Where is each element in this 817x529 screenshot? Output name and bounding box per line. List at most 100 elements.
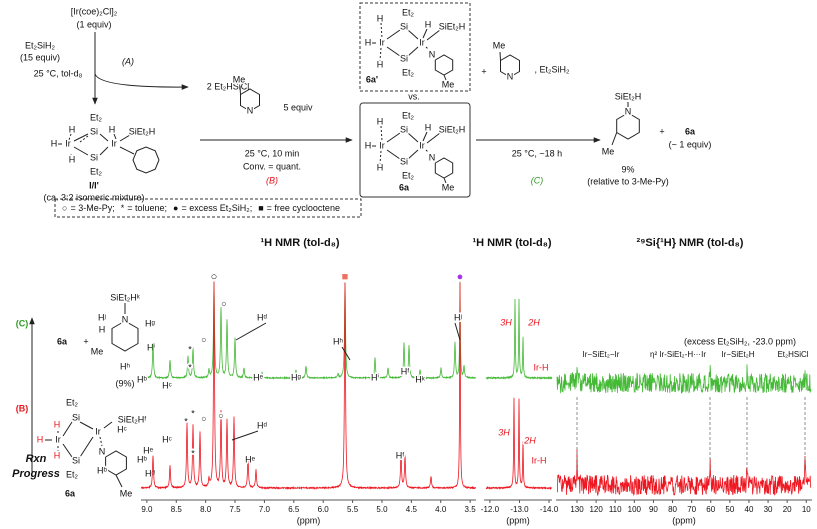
atom-label: Hⁱ <box>147 342 155 352</box>
x-tick-label: 100 <box>628 505 642 514</box>
x-tick-label: 80 <box>668 505 677 514</box>
step-label: (C) <box>531 175 544 185</box>
x-tick-label: 3.5 <box>465 505 477 514</box>
x-tick-label: -13.0 <box>510 505 529 514</box>
spectrum-note: (excess Et₂SiH₂, -23.0 ppm) <box>684 336 796 346</box>
atom-label: SiEt₂H <box>439 124 466 134</box>
peak-marker: ■ <box>342 271 349 283</box>
peak-label: Hᵇ <box>137 454 147 464</box>
compound-label: 6a <box>65 488 76 498</box>
reagent-amount: (15 equiv) <box>20 52 60 62</box>
atom-label: H <box>365 37 372 47</box>
plus: + <box>481 66 486 76</box>
atom-label: Ir <box>379 37 385 47</box>
peak-assignment: η² Ir-SiEt₂-H···Ir <box>650 350 706 359</box>
peak-label: Hᵏ <box>415 374 425 384</box>
reagent-amount: 5 equiv <box>283 102 313 112</box>
legend-symbol: ● <box>173 203 178 213</box>
x-tick-label: 6.0 <box>318 505 330 514</box>
peak-label: 2H <box>527 317 540 327</box>
bond <box>372 131 454 184</box>
compound-yield: (9%) <box>115 378 134 388</box>
step-label: (B) <box>266 175 278 185</box>
bond <box>379 22 431 62</box>
atom-label: H <box>377 59 384 69</box>
atom-label: Hᶜ <box>117 424 127 434</box>
atom-label: H <box>377 162 384 172</box>
progress-label: Progress <box>12 468 60 480</box>
peak-label: ○ <box>218 410 223 420</box>
peak-label: Hᵍ <box>291 372 301 382</box>
atom-label: Ir <box>419 37 425 47</box>
atom-label: Et₂ <box>402 110 415 120</box>
peak-label: 3H <box>500 317 512 327</box>
x-tick-label: 130 <box>570 505 584 514</box>
atom-label: Me <box>602 146 615 156</box>
bond <box>57 427 103 452</box>
peak-label: Hᶠ <box>396 450 405 460</box>
peak-label: Hᶠ <box>401 366 410 376</box>
peak-marker: ● <box>457 271 464 283</box>
peak-label: Hⁱ <box>371 372 379 382</box>
peak-label: Hᵈ <box>257 312 267 322</box>
panel-label: (C) <box>16 318 29 328</box>
peak-label: ○ <box>201 413 206 423</box>
compound-note: (ca. 3:2 isomeric mixture) <box>43 192 144 202</box>
bond <box>68 133 89 156</box>
atom-label: H <box>99 324 106 334</box>
atom-label: Si <box>90 126 98 136</box>
x-tick-label: 4.0 <box>435 505 447 514</box>
spectrum-title: ¹H NMR (tol-d₈) <box>260 237 339 249</box>
legend-box <box>54 198 362 218</box>
legend-text: = free cyclooctene <box>267 203 340 213</box>
atom-label: Ir <box>55 434 61 444</box>
atom-label: Et₂ <box>90 166 103 176</box>
peak-label: Hʰ <box>333 336 343 346</box>
atom-label: N <box>429 152 436 162</box>
peak-label: Hᶜ <box>162 434 172 444</box>
peak-label: Ir-H <box>532 455 547 465</box>
atom-label: Hᵇ <box>97 465 107 475</box>
atom-label: Et₂ <box>66 469 79 479</box>
legend-text: = excess Et₂SiH₂; <box>181 203 252 213</box>
atom-label: Si <box>90 152 98 162</box>
atom-label: SiEt₂H <box>129 126 156 136</box>
legend: ○ = 3-Me-Py; * = toluene; ● = excess Et₂SiH₂;… <box>62 203 340 213</box>
peak-label: 2H <box>523 435 536 445</box>
peak-label: Hᵈ <box>257 420 267 430</box>
peak-label: * <box>188 362 192 372</box>
axis-title: (ppm) <box>672 515 696 525</box>
product-yield: 9% <box>621 164 634 174</box>
x-tick-label: 7.0 <box>259 505 271 514</box>
alternative-box <box>359 2 471 92</box>
reagent: Et₂SiH₂ <box>25 40 55 50</box>
peak-assignment: Ir−SiEt₂−Ir <box>583 350 620 359</box>
legend-symbol: ■ <box>258 203 263 213</box>
peak-label: Ir-H <box>534 362 549 372</box>
peak-label: Hᵇ <box>137 374 147 384</box>
x-tick-label: 30 <box>764 505 773 514</box>
atom-label: H <box>54 419 61 429</box>
atom-label: Ir <box>419 140 425 150</box>
atom-label: Ir <box>65 138 71 148</box>
atom-label: Hᵍ <box>145 318 155 328</box>
peak-label: * <box>188 344 192 354</box>
peak-label: 3H <box>498 427 510 437</box>
spectrum-trace <box>140 281 477 491</box>
x-tick-label: 5.5 <box>347 505 359 514</box>
x-tick-label: 7.5 <box>229 505 241 514</box>
spectrum-trace <box>485 298 553 380</box>
spectrum-title: ²⁹Si{¹H} NMR (tol-d₈) <box>637 237 744 249</box>
atom-label: H <box>51 138 58 148</box>
x-tick-label: 60 <box>706 505 715 514</box>
peak-label: * <box>184 416 188 426</box>
x-tick-label: 110 <box>609 505 622 514</box>
atom-label: Me <box>233 74 246 84</box>
bond <box>58 133 135 156</box>
peak-label: ○ <box>221 298 226 308</box>
atom-label: Ir <box>95 426 101 436</box>
bond <box>379 125 431 165</box>
atom-label: Hʰ <box>120 361 130 371</box>
bond <box>231 322 461 441</box>
